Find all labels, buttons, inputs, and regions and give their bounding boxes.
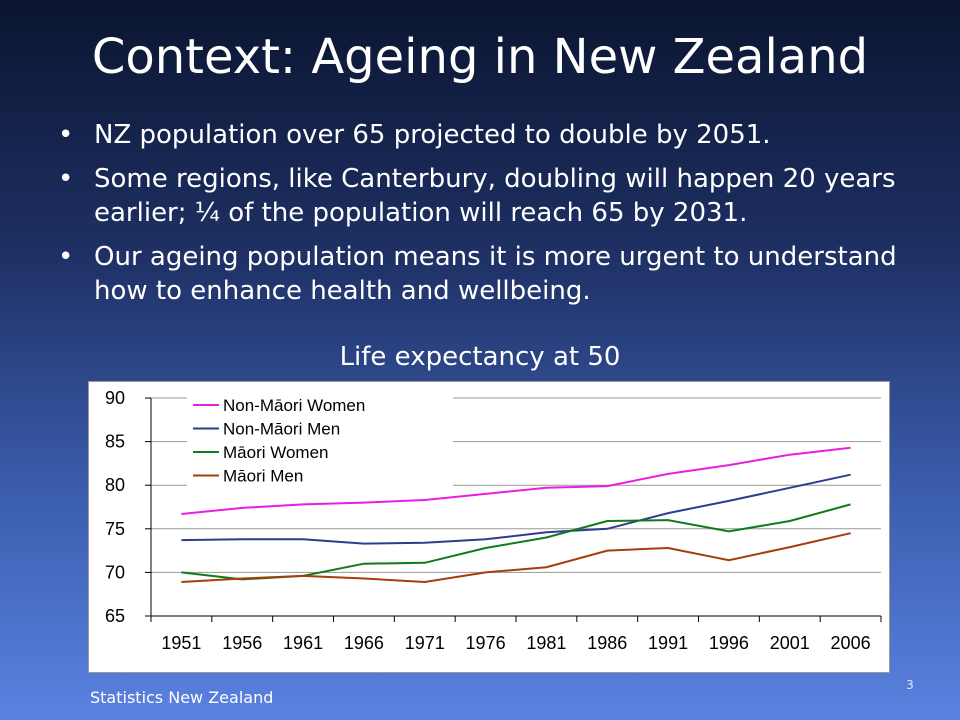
legend-label: Non-Māori Women [223, 396, 365, 415]
series-line [181, 473, 851, 545]
x-tick-label: 1951 [161, 633, 201, 653]
bullet-item: • NZ population over 65 projected to dou… [58, 118, 918, 152]
bullet-text: NZ population over 65 projected to doubl… [94, 120, 771, 150]
chart-canvas: 65 70 75 80 85 90 1951 1956 1961 1966 1971 1976 1981… [105, 388, 882, 653]
y-tick-label: 80 [105, 475, 125, 495]
series-line [181, 503, 851, 581]
x-tick-label: 1991 [648, 633, 688, 653]
source-footer: Statistics New Zealand [90, 688, 274, 707]
legend-background [187, 388, 453, 488]
page-number: 3 [906, 678, 914, 692]
slide-title: Context: Ageing in New Zealand [91, 29, 869, 85]
x-tick-label: 1961 [283, 633, 323, 653]
y-tick-label: 90 [105, 388, 125, 408]
x-tick-label: 1971 [405, 633, 445, 653]
bullet-dot: • [58, 120, 74, 150]
series-line [181, 446, 851, 515]
bullet-text: Some regions, like Canterbury, doubling … [94, 164, 896, 228]
chart-heading: Life expectancy at 50 [339, 342, 621, 372]
series-line [181, 532, 851, 584]
y-tick-label: 75 [105, 519, 125, 539]
y-tick-label: 65 [105, 606, 125, 626]
bullet-item: • Our ageing population means it is more… [58, 240, 918, 308]
x-tick-label: 1966 [344, 633, 384, 653]
bullet-list: • NZ population over 65 projected to dou… [58, 118, 918, 318]
x-tick-label: 1981 [526, 633, 566, 653]
x-tick-label: 1956 [222, 633, 262, 653]
x-tick-label: 1976 [466, 633, 506, 653]
x-tick-label: 1996 [709, 633, 749, 653]
line-chart: 65 70 75 80 85 90 1951 1956 1961 1966 1971 1976 1981… [88, 381, 890, 673]
legend-label: Non-Māori Men [223, 420, 340, 439]
legend-label: Māori Men [223, 467, 303, 486]
bullet-item: • Some regions, like Canterbury, doublin… [58, 162, 918, 230]
bullet-text: Our ageing population means it is more u… [94, 242, 897, 306]
y-tick-label: 85 [105, 432, 125, 452]
x-tick-label: 2006 [831, 633, 871, 653]
y-tick-label: 70 [105, 562, 125, 582]
x-tick-label: 2001 [770, 633, 810, 653]
legend-label: Māori Women [223, 443, 329, 462]
bullet-dot: • [58, 242, 74, 272]
x-tick-label: 1986 [587, 633, 627, 653]
bullet-dot: • [58, 164, 74, 194]
